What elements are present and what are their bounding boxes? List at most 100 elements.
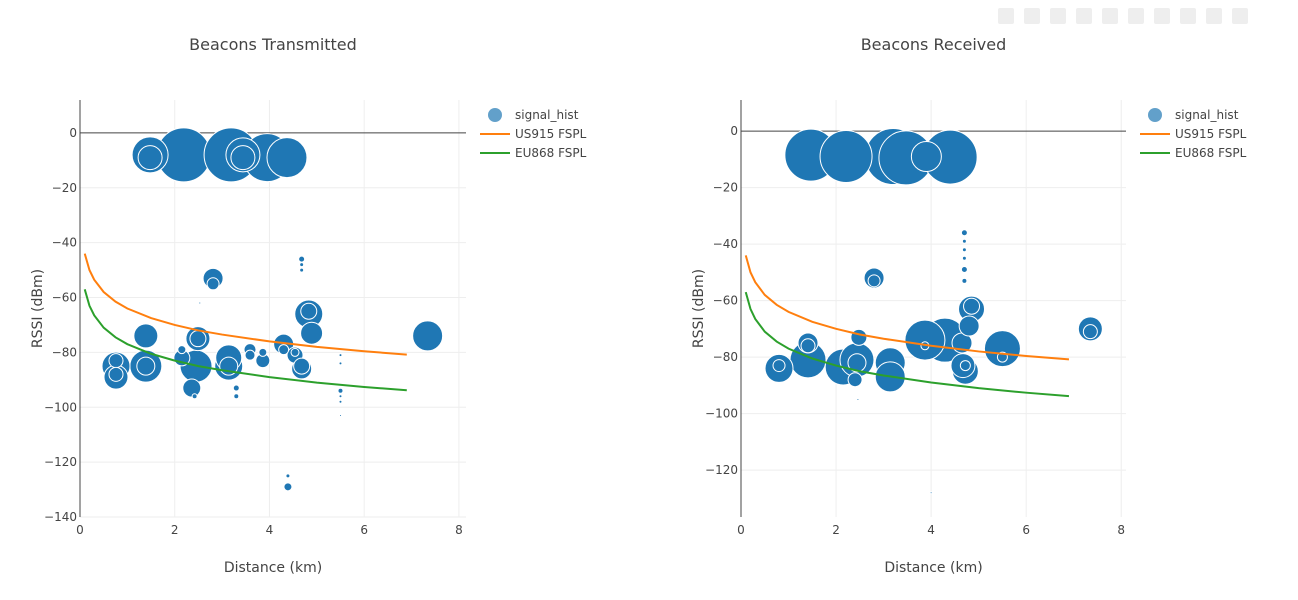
bubble-point[interactable]	[189, 330, 207, 348]
bubble-point[interactable]	[847, 353, 867, 373]
bubble-point[interactable]	[1082, 324, 1098, 340]
x-tick-label: 8	[1117, 523, 1125, 537]
legend-item[interactable]: signal_hist	[515, 108, 579, 122]
bubble-point[interactable]	[293, 357, 311, 375]
us915-line[interactable]	[83, 253, 407, 356]
bubble-point[interactable]	[961, 238, 967, 244]
bubble-point[interactable]	[929, 491, 933, 495]
bubble-point[interactable]	[772, 359, 786, 373]
bubble-point[interactable]	[198, 301, 202, 305]
bubble-point[interactable]	[960, 229, 968, 237]
bubble-point[interactable]	[206, 277, 220, 291]
bubble-point[interactable]	[800, 338, 816, 354]
x-tick-label: 4	[266, 523, 274, 537]
bubble-point[interactable]	[338, 394, 343, 399]
zoom-out-icon[interactable]	[1154, 8, 1170, 24]
bubble-point[interactable]	[300, 321, 324, 345]
bubble-point[interactable]	[856, 397, 860, 401]
bubble-point[interactable]	[136, 356, 156, 376]
reset-icon[interactable]	[1206, 8, 1222, 24]
bubble-point[interactable]	[290, 347, 300, 357]
y-tick-label: −40	[713, 237, 738, 251]
legend-item[interactable]: signal_hist	[1175, 108, 1239, 122]
bubble-point[interactable]	[232, 384, 240, 392]
bubble-point[interactable]	[867, 274, 881, 288]
bubble-point[interactable]	[258, 347, 268, 357]
bubble-point[interactable]	[338, 353, 343, 358]
camera-icon[interactable]	[998, 8, 1014, 24]
bubble-point[interactable]	[283, 482, 293, 492]
bubble-series	[764, 128, 1103, 495]
y-axis-label: RSSI (dBm)	[30, 269, 46, 348]
bubble-point[interactable]	[338, 413, 342, 417]
bubble-point[interactable]	[191, 393, 198, 400]
bubble-point[interactable]	[850, 328, 868, 346]
bubble-point[interactable]	[961, 247, 967, 253]
bubble-point[interactable]	[177, 345, 187, 355]
bubble-point[interactable]	[300, 302, 318, 320]
bubble-point[interactable]	[338, 361, 343, 366]
box-select-icon[interactable]	[1076, 8, 1092, 24]
y-tick-label: −100	[705, 407, 738, 421]
legend-item[interactable]: EU868 FSPL	[515, 146, 587, 160]
eu868-line[interactable]	[83, 289, 407, 392]
bubble-point[interactable]	[108, 353, 124, 369]
bubble-point[interactable]	[299, 267, 305, 273]
y-tick-label: −100	[44, 400, 77, 414]
bubble-point[interactable]	[412, 320, 444, 352]
bubble-point[interactable]	[133, 323, 159, 349]
us915-line[interactable]	[744, 255, 1070, 361]
bubble-point[interactable]	[904, 319, 946, 361]
eu868-line[interactable]	[744, 291, 1070, 398]
bubble-point[interactable]	[819, 130, 873, 184]
legend-marker-icon[interactable]	[1148, 108, 1162, 122]
bubble-point[interactable]	[961, 255, 967, 261]
autoscale-icon[interactable]	[1180, 8, 1196, 24]
bubble-point[interactable]	[285, 473, 291, 479]
bubble-point[interactable]	[910, 141, 942, 173]
x-tick-label: 0	[76, 523, 84, 537]
bubble-point[interactable]	[244, 349, 256, 361]
x-axis-label: Distance (km)	[884, 560, 982, 576]
bubble-point[interactable]	[960, 266, 968, 274]
bubble-point[interactable]	[963, 297, 981, 315]
bubble-point[interactable]	[961, 277, 968, 284]
bubble-point[interactable]	[847, 372, 863, 388]
y-tick-label: 0	[730, 124, 738, 138]
bubble-point[interactable]	[278, 344, 290, 356]
x-tick-label: 6	[1022, 523, 1030, 537]
legend-item[interactable]: US915 FSPL	[1175, 127, 1247, 141]
legend-item[interactable]: EU868 FSPL	[1175, 146, 1247, 160]
bubble-point[interactable]	[182, 378, 202, 398]
zoom-in-icon[interactable]	[1128, 8, 1144, 24]
bubble-point[interactable]	[338, 399, 343, 404]
y-tick-label: −60	[52, 291, 77, 305]
bubble-point[interactable]	[959, 360, 971, 372]
y-tick-label: −120	[44, 455, 77, 469]
y-tick-label: −80	[713, 350, 738, 364]
bubble-point[interactable]	[137, 145, 163, 171]
bubble-series	[101, 127, 444, 492]
y-tick-label: −140	[44, 510, 77, 524]
bubble-point[interactable]	[233, 393, 240, 400]
bubble-point[interactable]	[108, 366, 124, 382]
bubble-point[interactable]	[299, 262, 305, 268]
bubble-point[interactable]	[266, 137, 308, 179]
bubble-point[interactable]	[230, 145, 256, 171]
plotly-logo-icon[interactable]	[1232, 8, 1248, 24]
legend-marker-icon[interactable]	[488, 108, 502, 122]
pan-icon[interactable]	[1050, 8, 1066, 24]
y-tick-label: 0	[69, 126, 77, 140]
legend-item[interactable]: US915 FSPL	[515, 127, 587, 141]
x-tick-label: 4	[927, 523, 935, 537]
zoom-icon[interactable]	[1024, 8, 1040, 24]
y-tick-label: −80	[52, 345, 77, 359]
x-tick-label: 2	[832, 523, 840, 537]
y-tick-label: −20	[52, 181, 77, 195]
bubble-point[interactable]	[337, 387, 344, 394]
bubble-point[interactable]	[983, 330, 1021, 368]
bubble-point[interactable]	[958, 315, 980, 337]
lasso-icon[interactable]	[1102, 8, 1118, 24]
bubble-point[interactable]	[298, 255, 306, 263]
modebar	[998, 8, 1248, 24]
